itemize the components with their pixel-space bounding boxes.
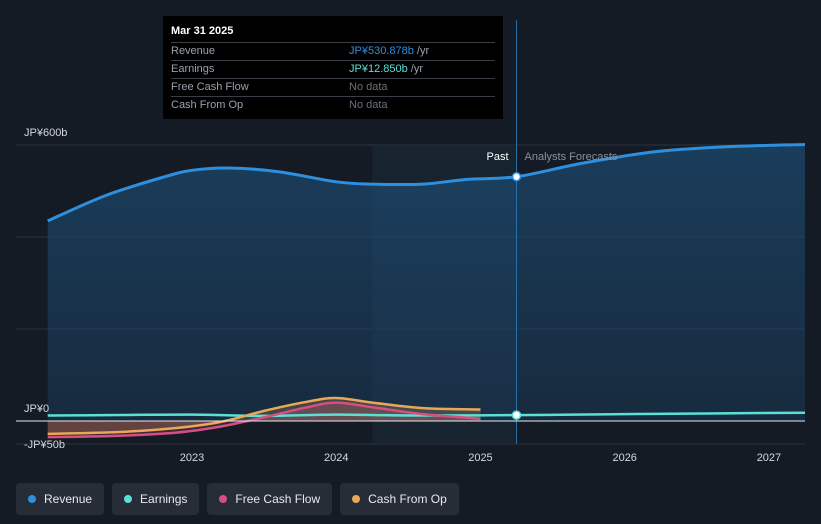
legend-item-earnings[interactable]: Earnings xyxy=(112,483,200,515)
legend-dot-icon xyxy=(124,495,133,503)
legend-item-cash-from-op[interactable]: Cash From Op xyxy=(340,483,459,515)
tooltip-unit: /yr xyxy=(407,63,423,75)
revenue-line xyxy=(47,143,806,223)
y-tick-label: JP¥600b xyxy=(24,127,67,139)
data-tooltip: Mar 31 2025 Revenue JP¥530.878b /yr Earn… xyxy=(163,16,503,119)
tooltip-value-text: JP¥12.850b xyxy=(349,63,408,75)
cash-from-op-line xyxy=(47,396,481,436)
legend-dot-icon xyxy=(219,495,228,503)
legend-label: Cash From Op xyxy=(368,492,447,506)
past-label: Past xyxy=(487,151,509,163)
area-fills xyxy=(47,144,805,438)
x-tick-label: 2023 xyxy=(180,452,204,464)
legend-item-revenue[interactable]: Revenue xyxy=(16,483,105,515)
tooltip-value: JP¥530.878b /yr xyxy=(349,43,429,60)
earnings-line xyxy=(47,411,806,418)
legend-dot-icon xyxy=(352,495,361,503)
tooltip-row-revenue: Revenue JP¥530.878b /yr xyxy=(171,42,495,60)
legend-dot-icon xyxy=(28,495,36,503)
tooltip-value: No data xyxy=(349,79,388,96)
x-tick-label: 2024 xyxy=(324,452,348,464)
tooltip-label: Revenue xyxy=(171,45,216,57)
tooltip-row-cash-from-op: Cash From Op No data xyxy=(171,96,495,114)
tooltip-value: JP¥12.850b /yr xyxy=(349,61,423,78)
tooltip-value: No data xyxy=(349,97,388,114)
y-tick-label: JP¥0 xyxy=(24,403,49,415)
x-axis-labels: 2023 2024 2025 2026 2027 xyxy=(180,452,781,464)
x-tick-label: 2026 xyxy=(612,452,636,464)
highlight-markers xyxy=(511,171,522,420)
tooltip-label: Cash From Op xyxy=(171,99,244,111)
tooltip-row-free-cash-flow: Free Cash Flow No data xyxy=(171,78,495,96)
x-tick-label: 2025 xyxy=(468,452,492,464)
legend-label: Free Cash Flow xyxy=(235,492,321,506)
tooltip-value-text: No data xyxy=(349,99,388,111)
tooltip-value-text: No data xyxy=(349,81,388,93)
tooltip-date: Mar 31 2025 xyxy=(171,25,234,37)
tooltip-label: Earnings xyxy=(171,63,215,75)
legend-label: Revenue xyxy=(44,492,93,506)
revenue-marker xyxy=(511,171,522,182)
legend-label: Earnings xyxy=(140,492,188,506)
x-tick-label: 2027 xyxy=(757,452,781,464)
revenue-area xyxy=(47,144,805,421)
free-cash-flow-line xyxy=(47,401,481,439)
chart-legend: Revenue Earnings Free Cash Flow Cash Fro… xyxy=(16,483,459,515)
earnings-marker xyxy=(511,410,522,420)
y-axis-labels: JP¥600b JP¥0 -JP¥50b xyxy=(24,127,67,451)
tooltip-row-earnings: Earnings JP¥12.850b /yr xyxy=(171,60,495,78)
y-tick-label: -JP¥50b xyxy=(24,439,65,451)
free-cash-flow-area xyxy=(47,402,481,438)
legend-item-free-cash-flow[interactable]: Free Cash Flow xyxy=(207,483,333,515)
forecast-label: Analysts Forecasts xyxy=(525,151,618,163)
tooltip-unit: /yr xyxy=(413,45,430,57)
tooltip-value-text: JP¥530.878b xyxy=(349,45,414,57)
series-lines xyxy=(47,143,806,439)
tooltip-label: Free Cash Flow xyxy=(171,81,249,93)
